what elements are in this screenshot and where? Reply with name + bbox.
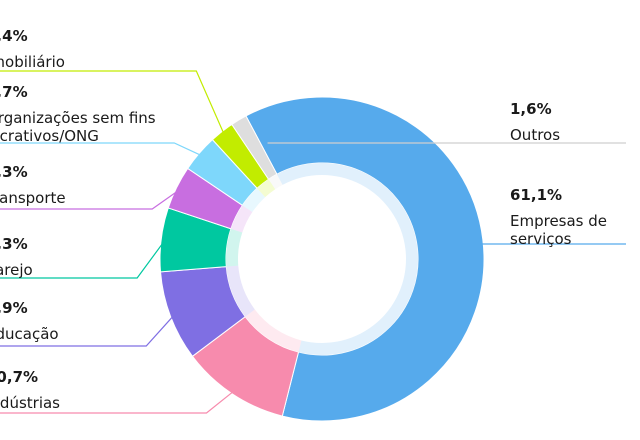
data-label-value-varejo: 6,3% [0, 235, 28, 253]
data-label-name-organizacoes-sem-fins-lucrativos-ong: Organizações sem finslucrativos/ONG [0, 109, 156, 145]
data-label-name-industrias: Indústrias [0, 394, 60, 412]
slice-inner-industrias [245, 309, 302, 353]
slice-outros [231, 115, 278, 180]
slice-inner-varejo [226, 228, 243, 267]
leader-line-organizacoes-sem-fins-lucrativos-ong [0, 142, 203, 157]
slice-empresas-de-servicos [245, 96, 485, 422]
inner-ring [226, 163, 418, 355]
slice-inner-outros [268, 174, 283, 190]
data-label-value-outros: 1,6% [510, 100, 552, 118]
data-label-name-outros: Outros [510, 126, 560, 144]
slices [159, 96, 485, 422]
data-label-value-empresas-de-servicos: 61,1% [510, 186, 562, 204]
data-label-name-educacao: Educação [0, 325, 59, 343]
slice-inner-imobiliario [257, 179, 276, 198]
data-label-value-industrias: 10,7% [0, 368, 38, 386]
leader-line-imobiliario [0, 70, 225, 136]
leader-line-transporte [0, 188, 181, 210]
data-label-name-varejo: Varejo [0, 261, 33, 279]
leader-lines [0, 70, 626, 414]
data-label-name-empresas-de-servicos: Empresas de serviços [510, 212, 607, 248]
data-label-value-organizacoes-sem-fins-lucrativos-ong: 3,7% [0, 83, 28, 101]
data-label-value-transporte: 4,3% [0, 163, 28, 181]
leader-line-industrias [0, 390, 235, 414]
leader-line-varejo [0, 239, 166, 279]
slice-inner-organizacoes-sem-fins-lucrativos-ong [242, 188, 266, 213]
data-label-name-transporte: Transporte [0, 189, 66, 207]
slice-inner-educacao [226, 265, 255, 317]
data-label-value-educacao: 8,9% [0, 299, 28, 317]
slice-inner-transporte [230, 205, 253, 233]
data-label-value-imobiliario: 2,4% [0, 27, 28, 45]
leader-line-educacao [0, 314, 175, 347]
data-label-name-imobiliario: Imobiliário [0, 53, 65, 71]
